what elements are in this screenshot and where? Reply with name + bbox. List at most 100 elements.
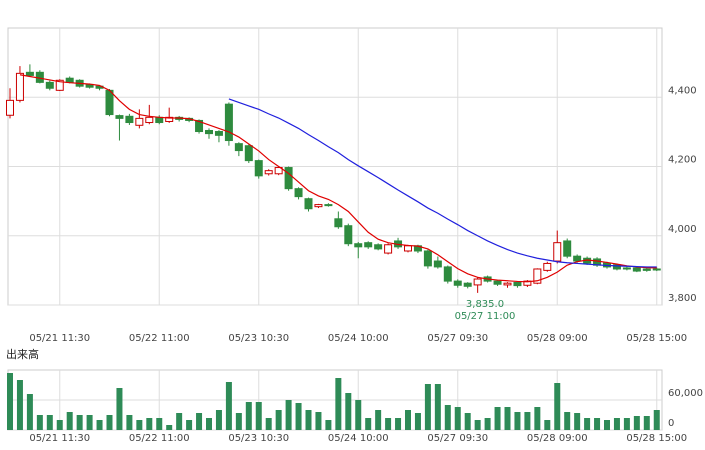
volume-bar xyxy=(295,403,302,430)
candle-body xyxy=(503,282,512,286)
volume-bar xyxy=(434,384,441,430)
candle-body xyxy=(165,116,174,122)
candle-body xyxy=(205,129,213,135)
candle-body xyxy=(25,71,34,76)
y-tick-label: 4,000 xyxy=(668,224,697,235)
candle-body xyxy=(284,167,293,190)
volume-bar xyxy=(494,407,501,430)
volume-bar xyxy=(206,418,212,430)
candle-body xyxy=(652,268,661,271)
candle-body xyxy=(324,204,333,207)
volume-bar xyxy=(554,383,561,430)
candle-body xyxy=(15,72,24,101)
volume-bar xyxy=(643,416,650,430)
volume-bar xyxy=(524,412,531,430)
volume-bar xyxy=(285,400,292,430)
x-tick-label: 05/28 15:00 xyxy=(626,433,687,444)
volume-bar xyxy=(504,407,511,430)
y-tick-label: 3,800 xyxy=(668,293,697,304)
candle-body xyxy=(155,116,164,124)
candle-body xyxy=(404,245,412,252)
moving-average xyxy=(19,74,657,283)
x-tick-label: 05/28 09:00 xyxy=(527,433,588,444)
volume-bar xyxy=(564,412,571,430)
volume-bar xyxy=(454,407,461,430)
candle-body xyxy=(423,250,432,267)
x-tick-label: 05/27 09:30 xyxy=(427,333,488,344)
volume-bar xyxy=(544,420,551,430)
candle-body xyxy=(6,99,14,116)
volume-bar xyxy=(86,415,93,430)
volume-bar xyxy=(315,412,322,430)
x-tick-label: 05/21 11:30 xyxy=(29,333,90,344)
candle-body xyxy=(642,268,651,271)
volume-bar xyxy=(76,415,83,430)
candle-body xyxy=(463,282,472,287)
volume-bar xyxy=(414,413,421,430)
volume-bar xyxy=(345,393,352,430)
volume-bar xyxy=(594,418,601,430)
volume-bar xyxy=(385,418,392,430)
volume-bar xyxy=(365,418,372,430)
candle-body xyxy=(314,204,323,208)
candle-body xyxy=(234,143,243,152)
candle-body xyxy=(384,244,393,254)
volume-bar xyxy=(116,388,123,430)
volume-bar xyxy=(464,413,471,430)
volume-bar xyxy=(265,418,272,430)
volume-bar xyxy=(484,418,491,430)
candle-body xyxy=(55,79,64,91)
candle-body xyxy=(493,280,502,285)
volume-bar xyxy=(176,413,183,430)
volume-bar xyxy=(395,418,402,430)
volume-bar xyxy=(424,384,431,430)
volume-bar xyxy=(514,412,521,430)
volume-bar xyxy=(215,410,222,430)
volume-bar xyxy=(26,394,33,430)
volume-bar xyxy=(66,412,73,430)
low-price-label: 3,835.0 xyxy=(466,299,504,310)
candle-body xyxy=(294,188,303,198)
candle-body xyxy=(195,119,204,133)
volume-bar xyxy=(235,413,242,430)
candle-body xyxy=(254,160,263,177)
volume-bar xyxy=(474,420,481,430)
candle-body xyxy=(125,115,134,124)
volume-bar xyxy=(604,420,610,430)
candle-body xyxy=(264,170,273,175)
volume-bar xyxy=(613,418,620,430)
x-tick-label: 05/22 11:00 xyxy=(129,433,190,444)
candle-body xyxy=(513,281,522,287)
candle-body xyxy=(543,262,552,271)
candle-body xyxy=(553,242,562,262)
candle-body xyxy=(45,81,54,89)
volume-bar xyxy=(245,402,252,430)
candle-body xyxy=(573,255,582,262)
volume-bar xyxy=(166,425,173,430)
candle-body xyxy=(612,264,621,270)
moving-average xyxy=(228,98,657,268)
x-tick-label: 05/21 11:30 xyxy=(29,433,90,444)
x-tick-label: 05/24 10:00 xyxy=(328,333,389,344)
y-tick-label: 4,400 xyxy=(668,85,697,96)
volume-bar xyxy=(225,382,232,430)
candle-body xyxy=(622,267,631,270)
candle-body xyxy=(304,198,313,210)
volume-bar xyxy=(146,418,153,430)
volume-bar xyxy=(574,413,581,430)
volume-title: 出来高 xyxy=(6,347,39,361)
volume-bar xyxy=(633,416,640,430)
volume-bar xyxy=(255,402,262,430)
volume-bar xyxy=(56,420,63,430)
volume-bar xyxy=(355,400,362,430)
y-tick-label: 60,000 xyxy=(668,388,703,399)
volume-bar xyxy=(534,407,541,430)
candle-body xyxy=(523,280,532,286)
candle-body xyxy=(115,115,124,119)
candle-body xyxy=(533,268,542,284)
volume-bar xyxy=(16,380,23,430)
volume-bar xyxy=(275,410,282,430)
volume-bar xyxy=(106,415,113,430)
candle-body xyxy=(334,218,343,228)
